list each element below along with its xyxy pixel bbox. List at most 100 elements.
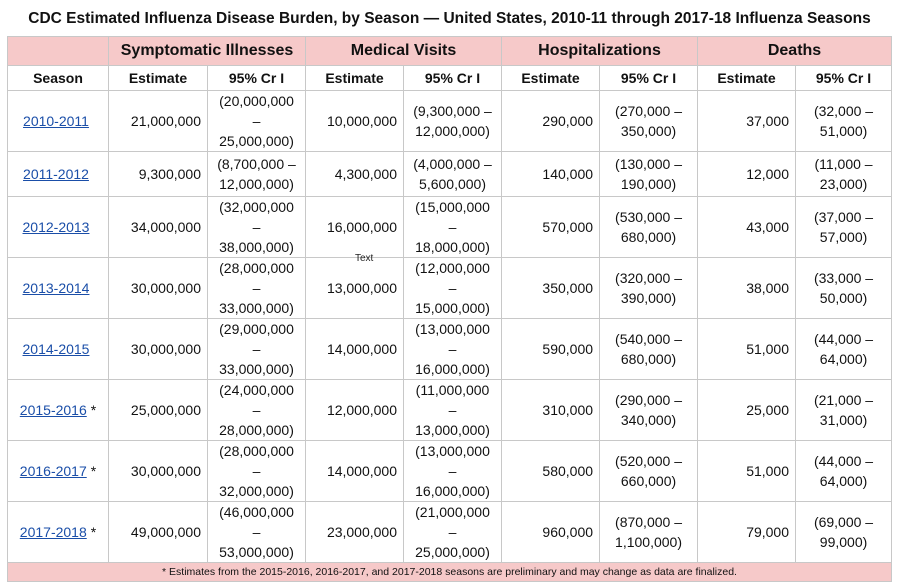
estimate-cell: 79,000 (697, 501, 797, 563)
estimate-cell: 25,000 (697, 379, 797, 441)
ci-lower: (540,000 – (615, 331, 682, 347)
ci-cell: (320,000 – 390,000) (599, 257, 699, 319)
table-body: 2010-2011 21,000,000 (20,000,000 – 25,000,0… (7, 90, 893, 563)
ci-cell: (540,000 – 680,000) (599, 318, 699, 380)
estimate-cell: 350,000 (501, 257, 601, 319)
season-link[interactable]: 2010-2011 (23, 113, 89, 129)
estimate-cell: 51,000 (697, 440, 797, 502)
ci-lower: (11,000,000 – (415, 382, 490, 418)
header-estimate: Estimate (501, 65, 601, 91)
header-season: Season (7, 65, 109, 91)
season-link[interactable]: 2014-2015 (22, 341, 90, 357)
header-estimate: Estimate (305, 65, 405, 91)
ci-cell: (520,000 – 660,000) (599, 440, 699, 502)
ci-upper: 5,600,000) (419, 176, 486, 192)
ci-upper: 25,000,000) (219, 133, 294, 149)
burden-table: Symptomatic Illnesses Medical Visits Hos… (6, 36, 893, 582)
ci-lower: (32,000 – (813, 103, 874, 119)
ci-upper: 13,000,000) (415, 422, 490, 438)
ci-lower: (21,000,000 – (415, 504, 490, 540)
estimate-cell: 16,000,000 (305, 196, 405, 258)
ci-cell: (870,000 – 1,100,000) (599, 501, 699, 563)
table-row: 2013-2014 30,000,000 (28,000,000 – 33,000,0… (7, 257, 893, 319)
estimate-cell: 12,000,000 (305, 379, 405, 441)
ci-lower: (37,000 – (813, 209, 874, 225)
ci-lower: (520,000 – (615, 453, 682, 469)
season-link[interactable]: 2017-2018 (19, 524, 87, 540)
stray-text-label: Text (355, 253, 374, 264)
ci-upper: 25,000,000) (415, 544, 490, 560)
estimate-cell: 140,000 (501, 151, 601, 197)
table-row: 2012-2013 34,000,000 (32,000,000 – 38,000,0… (7, 196, 893, 258)
ci-cell: (290,000 – 340,000) (599, 379, 699, 441)
ci-cell: (270,000 – 350,000) (599, 90, 699, 152)
estimate-cell: 25,000,000 (108, 379, 208, 441)
ci-cell: (46,000,000 – 53,000,000) (206, 501, 307, 563)
ci-lower: (24,000,000 – (219, 382, 294, 418)
estimate-cell: 51,000 (697, 318, 797, 380)
ci-cell: (15,000,000 – 18,000,000) (403, 196, 503, 258)
group-header-row: Symptomatic Illnesses Medical Visits Hos… (7, 36, 893, 66)
ci-cell: (24,000,000 – 28,000,000) (206, 379, 307, 441)
header-ci: 95% Cr I (206, 65, 307, 91)
season-link[interactable]: 2012-2013 (22, 219, 90, 235)
estimate-cell: 34,000,000 (108, 196, 208, 258)
ci-cell: (37,000 – 57,000) (795, 196, 893, 258)
page-title: CDC Estimated Influenza Disease Burden, … (28, 10, 871, 27)
header-ci: 95% Cr I (403, 65, 503, 91)
estimate-cell: 590,000 (501, 318, 601, 380)
ci-upper: 1,100,000) (615, 534, 682, 550)
header-estimate: Estimate (108, 65, 208, 91)
ci-cell: (9,300,000 – 12,000,000) (403, 90, 503, 152)
estimate-cell: 14,000,000 (305, 440, 405, 502)
ci-cell: (32,000,000 – 38,000,000) (206, 196, 307, 258)
ci-upper: 680,000) (620, 229, 677, 245)
estimate-cell: 290,000 (501, 90, 601, 152)
ci-upper: 64,000) (819, 351, 868, 367)
ci-cell: (44,000 – 64,000) (795, 318, 893, 380)
ci-upper: 50,000) (819, 290, 868, 306)
ci-upper: 16,000,000) (415, 361, 490, 377)
estimate-cell: 12,000 (697, 151, 797, 197)
ci-upper: 18,000,000) (415, 239, 490, 255)
ci-upper: 32,000,000) (219, 483, 294, 499)
estimate-cell: 4,300,000 (305, 151, 405, 197)
estimate-cell: 310,000 (501, 379, 601, 441)
ci-lower: (15,000,000 – (415, 199, 490, 235)
season-cell: 2012-2013 (7, 196, 109, 258)
estimate-cell: 30,000,000 (108, 318, 208, 380)
ci-upper: 350,000) (620, 123, 677, 139)
ci-lower: (270,000 – (615, 103, 682, 119)
ci-upper: 31,000) (819, 412, 868, 428)
estimate-cell: 30,000,000 (108, 440, 208, 502)
sub-header-row: Season Estimate 95% Cr I Estimate 95% Cr… (7, 65, 893, 91)
season-link[interactable]: 2016-2017 (19, 463, 87, 479)
group-header-hospitalizations: Hospitalizations (501, 36, 699, 66)
footnote: * Estimates from the 2015-2016, 2016-201… (6, 562, 893, 582)
ci-cell: (28,000,000 – 32,000,000) (206, 440, 307, 502)
season-cell: 2017-2018 * (7, 501, 109, 563)
season-link[interactable]: 2015-2016 (19, 402, 87, 418)
season-link[interactable]: 2011-2012 (23, 166, 89, 182)
ci-lower: (28,000,000 – (219, 260, 294, 296)
estimate-cell: 21,000,000 (108, 90, 208, 152)
header-estimate: Estimate (697, 65, 797, 91)
ci-cell: (13,000,000 – 16,000,000) (403, 440, 503, 502)
season-link[interactable]: 2013-2014 (22, 280, 90, 296)
table-row: 2016-2017 * 30,000,000 (28,000,000 –32,000,… (7, 440, 893, 502)
estimate-cell: 13,000,000 (305, 257, 405, 319)
group-header-medical-visits: Medical Visits (305, 36, 503, 66)
estimate-cell: 30,000,000 (108, 257, 208, 319)
ci-lower: (29,000,000 – (219, 321, 294, 357)
estimate-cell: 37,000 (697, 90, 797, 152)
estimate-cell: 960,000 (501, 501, 601, 563)
table-row: 2014-2015 30,000,000 (29,000,000 – 33,000,0… (7, 318, 893, 380)
ci-upper: 33,000,000) (219, 300, 294, 316)
ci-upper: 15,000,000) (415, 300, 490, 316)
ci-upper: 660,000) (620, 473, 677, 489)
ci-upper: 680,000) (620, 351, 677, 367)
ci-lower: (4,000,000 – (413, 156, 492, 172)
ci-upper: 38,000,000) (219, 239, 294, 255)
ci-lower: (13,000,000 – (415, 321, 490, 357)
season-cell: 2013-2014 (7, 257, 109, 319)
